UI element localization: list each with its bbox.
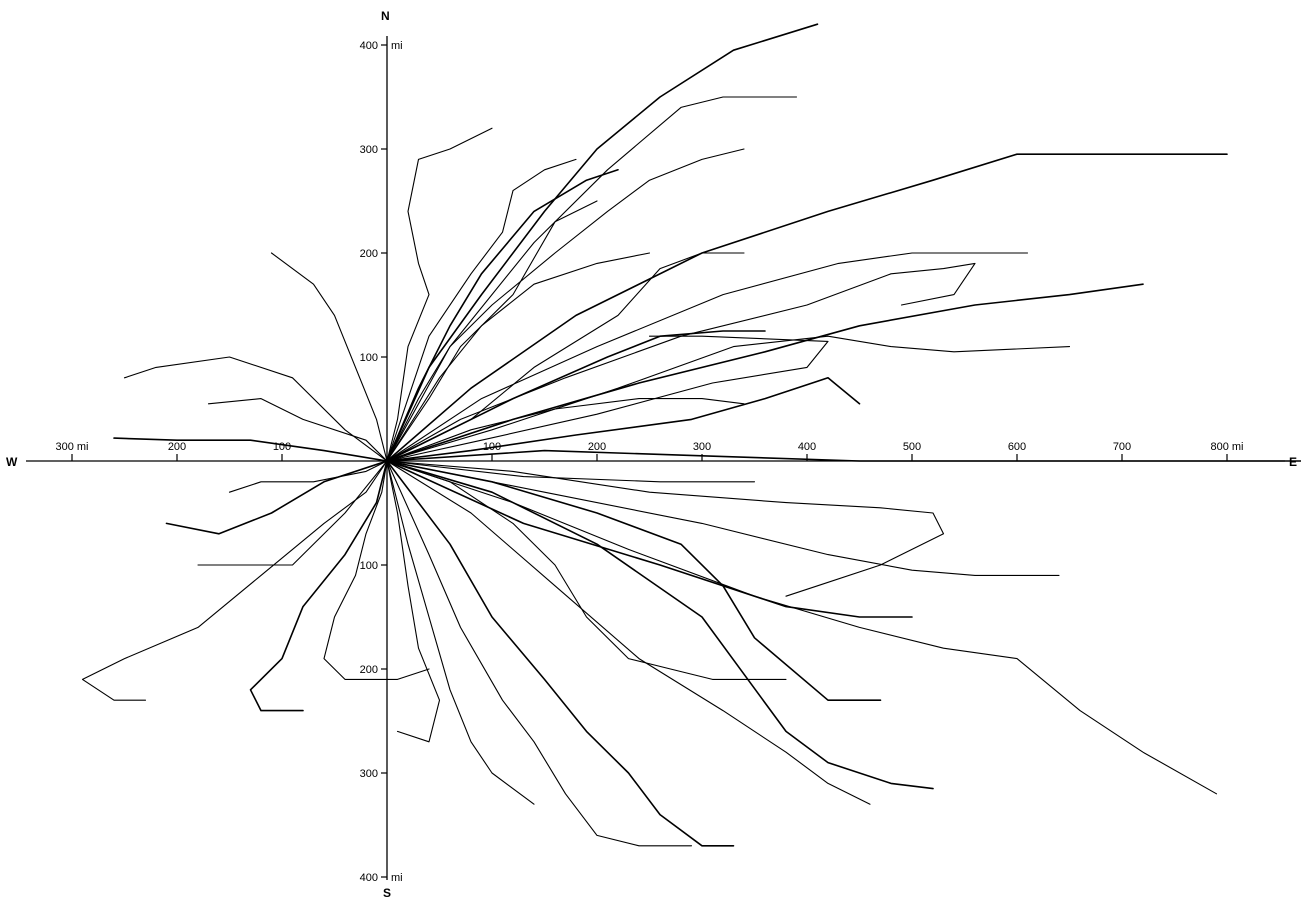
y-unit-label: mi [391, 40, 403, 52]
storm-track-7 [386, 283, 1144, 462]
storm-track-34 [165, 460, 388, 535]
y-tick-label: 100 [360, 352, 378, 364]
storm-track-21 [386, 460, 871, 805]
x-tick-label: 600 [1008, 441, 1026, 453]
storm-track-27 [386, 460, 945, 597]
y-tick-label: 400 [360, 872, 378, 884]
y-tick-label: 300 [360, 144, 378, 156]
storm-track-4 [386, 153, 1228, 462]
storm-track-31 [249, 460, 388, 712]
storm-track-13 [113, 437, 388, 462]
storm-track-26 [386, 460, 1060, 576]
north-label: N [381, 9, 390, 23]
tracks-layer [81, 23, 1301, 847]
x-tick-label: 800 mi [1210, 441, 1243, 453]
x-tick-label: 400 [798, 441, 816, 453]
storm-track-28 [386, 460, 882, 702]
x-tick-label: 300 mi [55, 441, 88, 453]
y-tick-label: 100 [360, 560, 378, 572]
storm-track-30 [81, 460, 388, 701]
storm-track-11 [270, 252, 388, 462]
storm-track-5 [386, 252, 1029, 462]
y-unit-label: mi [391, 872, 403, 884]
storm-track-8 [386, 335, 1071, 462]
storm-track-12 [207, 398, 388, 462]
storm-track-15 [386, 127, 493, 462]
storm-track-23 [386, 460, 693, 847]
storm-track-20 [386, 460, 1218, 795]
x-tick-label: 200 [168, 441, 186, 453]
south-label: S [383, 886, 391, 900]
x-tick-label: 300 [693, 441, 711, 453]
storm-track-40 [386, 330, 766, 462]
x-tick-label: 100 [273, 441, 291, 453]
y-tick-label: 200 [360, 248, 378, 260]
storm-track-1 [386, 23, 819, 462]
y-tick-label: 300 [360, 768, 378, 780]
storm-track-41 [386, 252, 651, 462]
storm-track-17 [386, 200, 598, 462]
storm-track-9 [386, 335, 829, 462]
storm-track-14 [123, 356, 388, 462]
storm-track-32 [323, 460, 430, 680]
storm-track-16 [386, 169, 619, 462]
y-tick-label: 200 [360, 664, 378, 676]
west-label: W [6, 455, 18, 469]
storm-track-18 [386, 252, 745, 462]
storm-track-35 [197, 460, 388, 566]
x-tick-label: 200 [588, 441, 606, 453]
storm-track-3 [386, 148, 745, 462]
storm-track-36 [228, 460, 388, 493]
storm-track-39 [386, 398, 745, 462]
storm-track-22 [386, 460, 735, 847]
x-tick-label: 100 [483, 441, 501, 453]
east-label: E [1289, 455, 1297, 469]
y-ticks-layer: 400 mi 300 200 100 100 200 300 400 mi [360, 40, 403, 884]
storm-track-37 [386, 449, 1301, 462]
storm-track-33 [386, 460, 441, 743]
x-tick-label: 500 [903, 441, 921, 453]
storm-track-29 [386, 460, 787, 680]
storm-track-38 [386, 460, 756, 483]
y-tick-label: 400 [360, 40, 378, 52]
storm-track-42 [386, 158, 577, 462]
x-tick-label: 700 [1113, 441, 1131, 453]
storm-track-24 [386, 460, 535, 805]
x-ticks-layer: 300 mi 200 100 100 200 300 400 500 600 700 800 mi [55, 441, 1244, 461]
storm-track-10 [386, 376, 861, 462]
